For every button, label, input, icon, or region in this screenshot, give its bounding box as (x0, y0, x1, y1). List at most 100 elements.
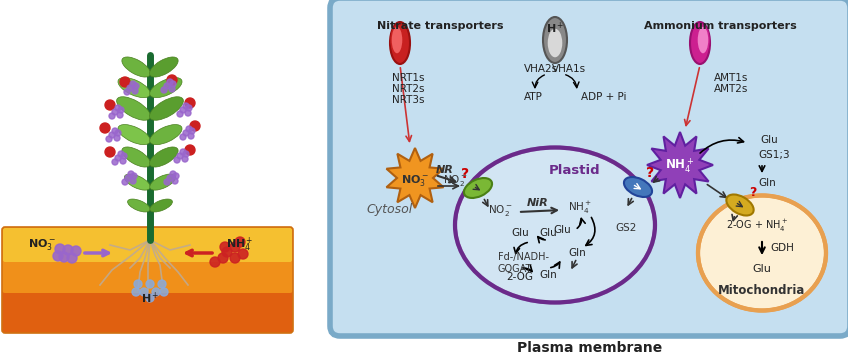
Circle shape (183, 130, 189, 136)
Circle shape (180, 134, 186, 140)
Circle shape (167, 75, 177, 85)
Text: ?: ? (646, 166, 654, 180)
Text: VHA2s: VHA2s (524, 64, 558, 74)
Circle shape (222, 247, 232, 257)
Circle shape (185, 98, 195, 108)
Circle shape (134, 280, 142, 288)
Text: NO$_3^-$: NO$_3^-$ (28, 237, 56, 252)
Ellipse shape (547, 28, 563, 58)
Circle shape (55, 244, 65, 254)
Text: Glu: Glu (539, 228, 557, 238)
Circle shape (59, 252, 69, 262)
Text: Gln: Gln (758, 178, 776, 188)
Circle shape (121, 153, 127, 159)
Text: AMT2s: AMT2s (714, 84, 749, 94)
Text: NH$_4^+$: NH$_4^+$ (226, 236, 254, 254)
Text: NR: NR (436, 165, 454, 175)
Ellipse shape (150, 125, 182, 144)
Text: GDH: GDH (770, 243, 794, 253)
Text: ADP + Pi: ADP + Pi (581, 92, 627, 102)
Text: Gln: Gln (539, 270, 557, 280)
Text: Gln: Gln (568, 248, 586, 258)
Circle shape (167, 175, 173, 181)
Text: GS1;3: GS1;3 (758, 150, 789, 160)
Ellipse shape (149, 97, 183, 120)
Circle shape (128, 171, 134, 177)
Circle shape (146, 294, 154, 302)
Circle shape (115, 130, 121, 136)
Ellipse shape (118, 77, 150, 98)
Circle shape (112, 128, 118, 134)
Circle shape (230, 253, 240, 263)
Circle shape (100, 123, 110, 133)
Ellipse shape (125, 174, 150, 190)
Circle shape (112, 159, 118, 165)
FancyBboxPatch shape (330, 0, 848, 336)
Circle shape (164, 179, 170, 185)
Circle shape (238, 249, 248, 259)
Ellipse shape (150, 199, 172, 212)
Circle shape (177, 111, 183, 117)
Text: ATP: ATP (523, 92, 543, 102)
Text: ?: ? (750, 186, 756, 198)
Text: H$^+$: H$^+$ (546, 20, 564, 36)
Circle shape (130, 178, 136, 184)
Text: Fd-/NADH-
GOGAT: Fd-/NADH- GOGAT (498, 252, 549, 274)
Ellipse shape (127, 199, 150, 212)
Circle shape (130, 81, 136, 87)
Circle shape (183, 151, 189, 157)
Circle shape (115, 155, 121, 161)
Text: 2-OG + NH$_4^+$: 2-OG + NH$_4^+$ (726, 218, 788, 234)
Circle shape (189, 128, 195, 134)
Circle shape (122, 179, 128, 185)
Circle shape (105, 100, 115, 110)
Circle shape (133, 83, 139, 89)
Circle shape (180, 107, 186, 113)
Circle shape (158, 280, 166, 288)
Polygon shape (387, 148, 444, 208)
Text: Mitochondria: Mitochondria (718, 284, 806, 297)
Circle shape (177, 153, 183, 159)
Text: NO$_2^-$: NO$_2^-$ (488, 202, 512, 218)
Circle shape (218, 253, 228, 263)
Circle shape (183, 103, 189, 109)
Ellipse shape (543, 17, 567, 63)
Ellipse shape (390, 22, 410, 64)
Circle shape (127, 85, 133, 91)
Circle shape (109, 113, 115, 119)
Ellipse shape (464, 178, 492, 198)
Circle shape (105, 147, 115, 157)
Ellipse shape (690, 22, 710, 64)
Circle shape (170, 81, 176, 87)
Circle shape (120, 158, 126, 164)
Text: Cytosol: Cytosol (367, 203, 413, 217)
FancyBboxPatch shape (3, 228, 292, 262)
FancyBboxPatch shape (2, 227, 293, 293)
Circle shape (185, 110, 191, 116)
Ellipse shape (624, 177, 652, 197)
Text: Glu: Glu (553, 225, 571, 235)
Text: VHA1s: VHA1s (552, 64, 586, 74)
Circle shape (230, 242, 240, 252)
Ellipse shape (150, 77, 182, 98)
Circle shape (173, 173, 179, 179)
Text: NO$_3^-$: NO$_3^-$ (401, 173, 429, 187)
Ellipse shape (150, 174, 176, 190)
Ellipse shape (455, 147, 655, 302)
Circle shape (140, 288, 148, 296)
Text: Glu: Glu (760, 135, 778, 145)
Circle shape (180, 149, 186, 155)
Text: NRT3s: NRT3s (392, 95, 425, 105)
Text: NRT2s: NRT2s (392, 84, 425, 94)
Circle shape (132, 88, 138, 94)
Circle shape (53, 251, 63, 261)
Text: AMT1s: AMT1s (714, 73, 749, 83)
Polygon shape (647, 132, 713, 198)
Text: GS2: GS2 (615, 223, 636, 233)
Circle shape (220, 242, 230, 252)
Text: NO$_2^-$: NO$_2^-$ (443, 173, 467, 187)
Circle shape (235, 237, 245, 247)
Circle shape (63, 245, 73, 255)
Ellipse shape (698, 196, 826, 311)
Circle shape (112, 109, 118, 115)
